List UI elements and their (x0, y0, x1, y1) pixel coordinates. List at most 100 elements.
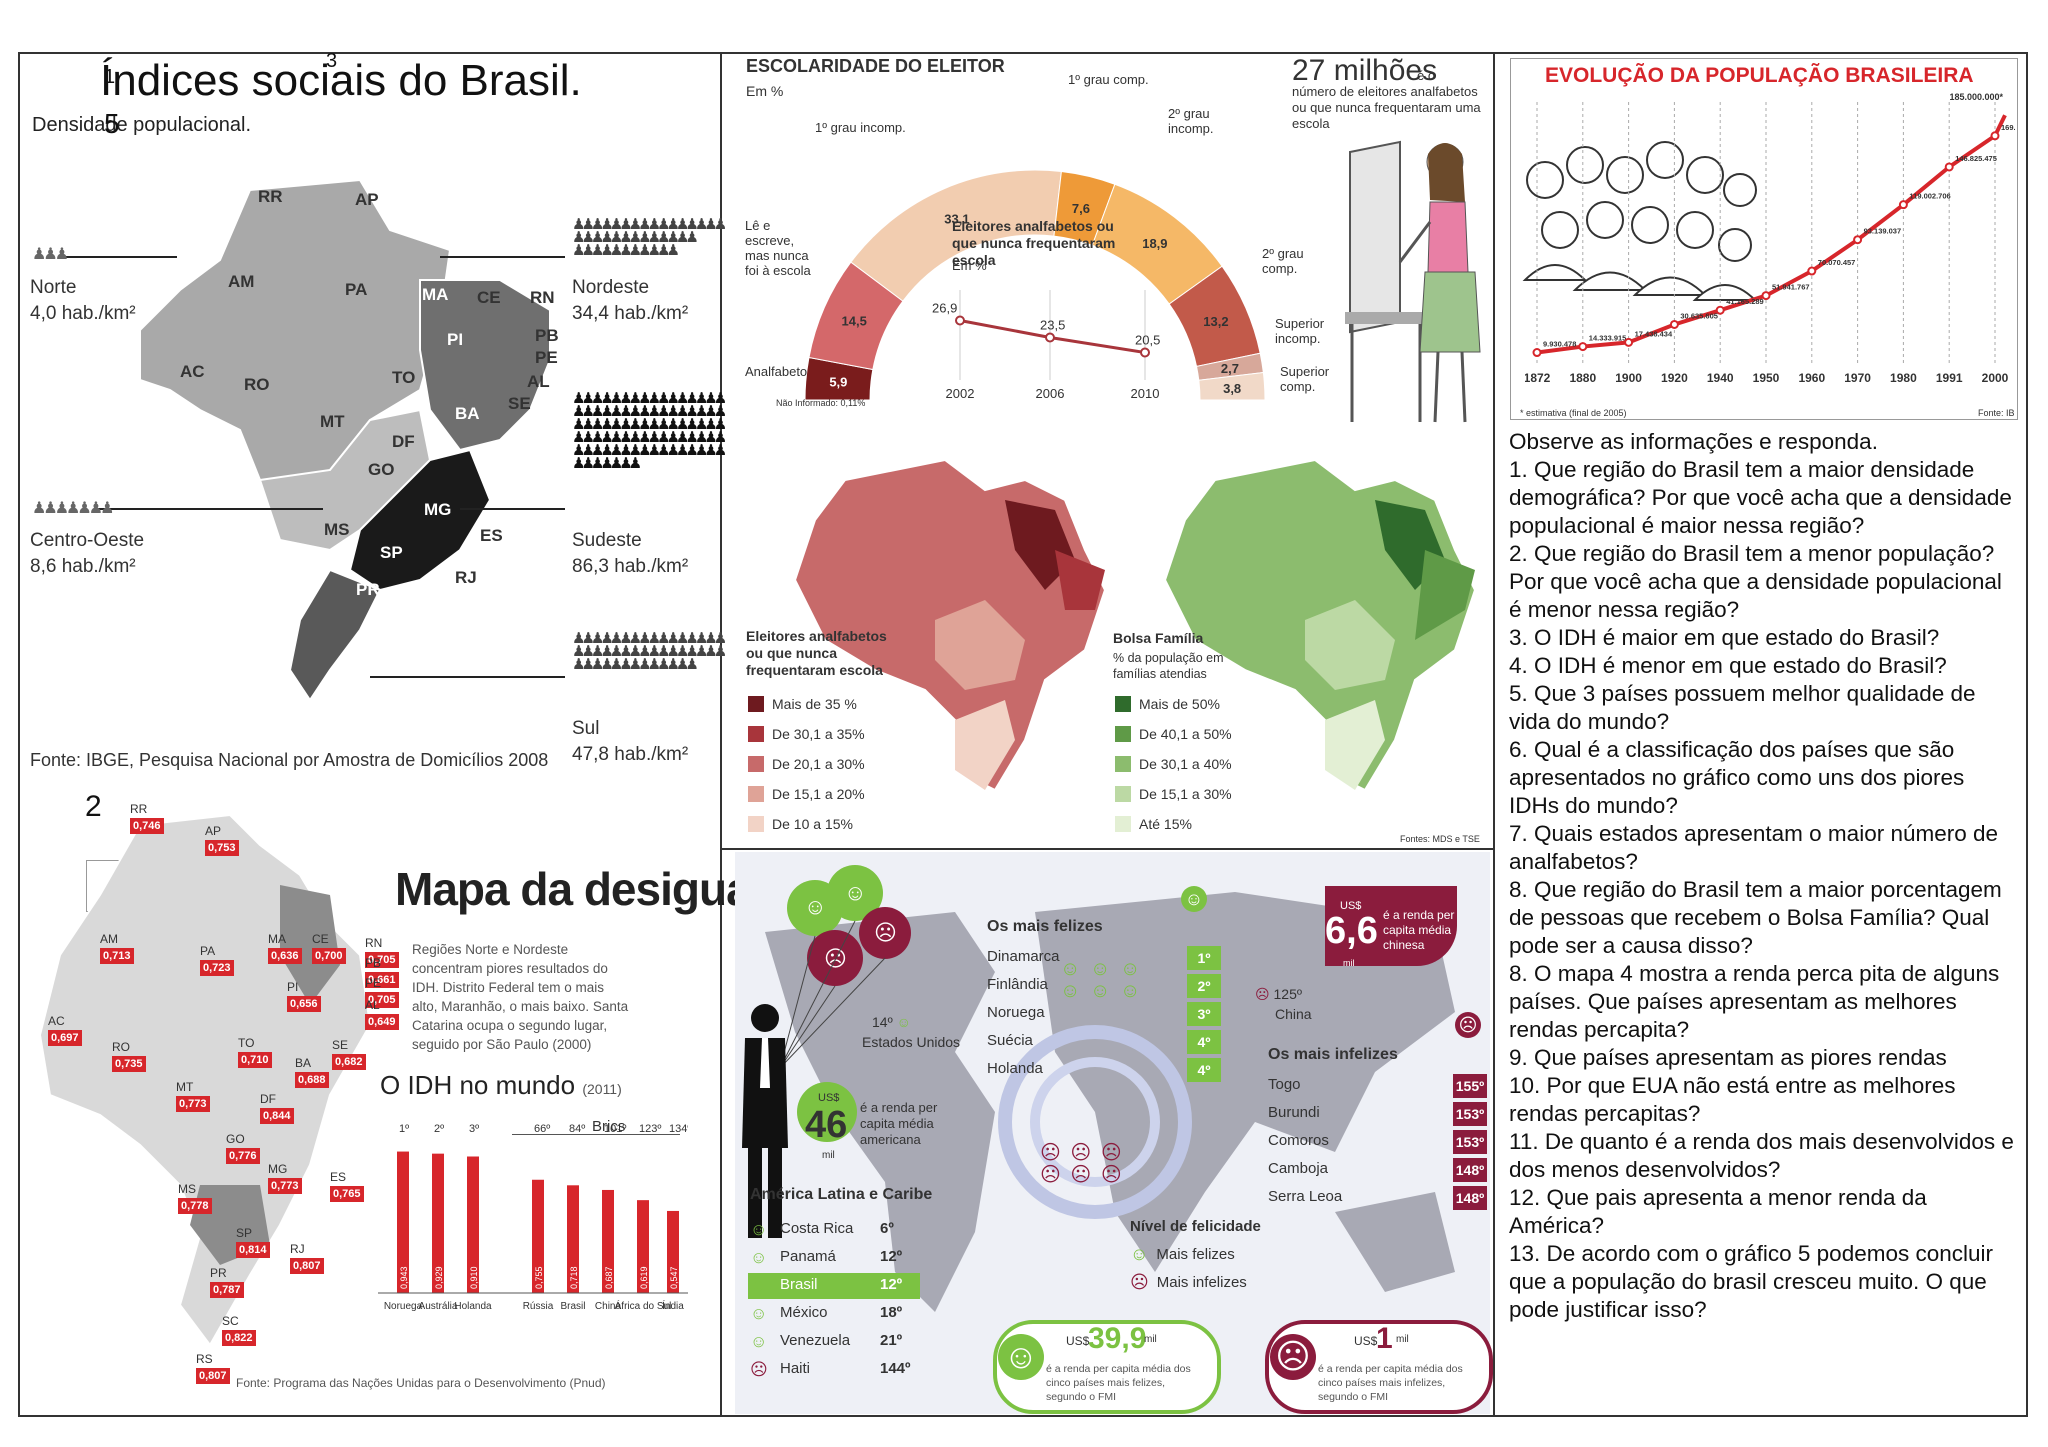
happiest-rank-3: 4º (1187, 1030, 1221, 1054)
region-label-centro-oeste: Centro-Oeste 8,6 hab./km² (30, 530, 145, 577)
state-pb: PB (535, 326, 559, 345)
idh-value-go: 0,776 (226, 1148, 260, 1164)
bolsa-legend-item-label-1: De 40,1 a 50% (1139, 726, 1232, 742)
panel-number-2: 2 (85, 790, 102, 823)
question-3: 4. O IDH é menor em que estado do Brasil… (1509, 653, 1947, 678)
question-2: 3. O IDH é maior em que estado do Brasil… (1509, 625, 1940, 650)
idh-rank-0: 1º (399, 1123, 409, 1135)
idh-bar-2 (467, 1156, 479, 1293)
latam-title: América Latina e Caribe (750, 1186, 933, 1203)
pop-value-5: 51.941.767 (1772, 283, 1810, 292)
arc-value-6: 2,7 (1221, 361, 1239, 376)
voter-line-x-0: 2002 (946, 386, 975, 400)
illiteracy-legend-item-label-1: De 30,1 a 35% (772, 726, 865, 742)
illiteracy-legend-item-label-0: Mais de 35 % (772, 696, 857, 712)
idh-state-se: SE (332, 1038, 349, 1052)
region-label-sul: Sul 47,8 hab./km² (572, 718, 689, 765)
illiteracy-map (793, 458, 1107, 792)
bolsa-legend-item-swatch-3 (1115, 786, 1131, 802)
bolsa-familia-map (1163, 458, 1477, 792)
happiest-country-1: Finlândia (987, 976, 1048, 993)
pop-series-line (1536, 114, 2007, 355)
state-al: AL (527, 372, 550, 391)
idh-rank-2: 3º (469, 1123, 479, 1135)
idh-rank-7: 134º (669, 1123, 688, 1135)
state-ma: MA (422, 285, 449, 304)
idh-value-label-1: 0,929 (434, 1266, 444, 1289)
page-title: Índices sociais do Brasil. (100, 56, 582, 105)
people-icons-nordeste: ♟♟♟♟♟♟♟♟♟♟♟♟♟♟♟♟ ♟♟♟♟♟♟♟♟♟♟♟♟♟ ♟♟♟♟♟♟♟♟♟♟♟ (572, 216, 727, 259)
idh-state-pe: PE (365, 976, 382, 990)
voter-line-label-2: 20,5 (1135, 333, 1160, 348)
pop-x-9: 1991 (1936, 371, 1963, 384)
unhappiest-country-1: Burundi (1268, 1104, 1320, 1121)
people-icons-centro-oeste: ♟♟♟♟♟♟♟ (32, 500, 114, 517)
unhappiest-rank-0: 155º (1453, 1074, 1487, 1098)
idh-state-pb: PB (365, 956, 382, 970)
bolsa-legend-item-label-3: De 15,1 a 30% (1139, 786, 1232, 802)
arc-value-1: 14,5 (842, 313, 867, 328)
bolsa-legend-item-label-0: Mais de 50% (1139, 696, 1220, 712)
voter-education-arc: 5,9 14,5 33,1 7,6 18,9 13,2 2,7 3,8 (804, 169, 1266, 400)
state-ac: AC (180, 362, 205, 381)
bolsa-legend-item-swatch-1 (1115, 726, 1131, 742)
latam-country-1: Panamá (780, 1248, 836, 1265)
pop-point-2 (1624, 337, 1634, 347)
latam-rank-5: 144º (880, 1360, 911, 1377)
idh-bar-5 (602, 1189, 614, 1293)
unhappiest-country-0: Togo (1268, 1076, 1301, 1093)
idh-value-ce: 0,700 (312, 948, 346, 964)
state-pi: PI (447, 330, 464, 349)
idh-bar-1 (432, 1153, 444, 1293)
question-7: 8. Que região do Brasil tem a maior porc… (1509, 877, 2002, 958)
illiteracy-legend-item-swatch-3 (748, 786, 764, 802)
pop-value-9: 146.825.475 (1955, 154, 1997, 163)
state-es: ES (480, 526, 503, 545)
bolsa-legend-sub: % da população em famílias atendias (1113, 651, 1224, 681)
population-chart-title: EVOLUÇÃO DA POPULAÇÃO BRASILEIRA (1545, 64, 1974, 87)
pop-x-8: 1980 (1890, 371, 1917, 384)
voter-line-label-1: 23,5 (1040, 318, 1065, 333)
bolsa-legend-title: Bolsa Família (1113, 630, 1204, 646)
legend-unhappy: ☹ Mais infelizes (1130, 1272, 1247, 1292)
pop-point-4 (1715, 305, 1725, 315)
arc-value-4: 18,9 (1142, 236, 1167, 251)
unhappy-income-currency: US$ (1354, 1334, 1378, 1348)
state-ap: AP (355, 190, 379, 209)
idh-value-label-5: 0,687 (604, 1266, 614, 1289)
unhappy-income-unit: mil (1396, 1334, 1409, 1345)
question-0: 1. Que região do Brasil tem a maior dens… (1509, 457, 2012, 538)
panel-number-1b: 1 (104, 66, 116, 88)
balloon-man-illustration: ☺ ☺ ☹ ☹ (742, 865, 911, 1238)
unhappy-income-icon: ☹ (1270, 1334, 1316, 1380)
state-pr: PR (356, 580, 380, 599)
happy-income-currency: US$ (1066, 1334, 1090, 1348)
idh-value-se: 0,682 (332, 1054, 366, 1070)
happiest-country-4: Holanda (987, 1060, 1043, 1077)
idh-value-rj: 0,807 (290, 1258, 324, 1274)
bolsa-legend-item-swatch-0 (1115, 696, 1131, 712)
bolsa-legend-item-1: De 40,1 a 50% (1115, 726, 1232, 742)
idh-rank-6: 123º (639, 1123, 661, 1135)
idh-value-mg: 0,773 (268, 1178, 302, 1194)
china-currency: US$ (1340, 900, 1362, 912)
idh-value-ac: 0,697 (48, 1030, 82, 1046)
illiteracy-legend-item-swatch-4 (748, 816, 764, 832)
voter-line-point-1 (1045, 332, 1055, 343)
usa-rank: 14º ☺ (872, 1014, 911, 1030)
pop-value-4: 41.165.289 (1726, 297, 1764, 306)
leader-line-nordeste (440, 256, 565, 258)
state-pe: PE (535, 348, 558, 367)
questions-intro: Observe as informações e responda. (1509, 429, 1878, 454)
idh-value-ba: 0,688 (295, 1072, 329, 1088)
idh-state-am: AM (100, 932, 118, 946)
idh-value-label-3: 0,755 (534, 1266, 544, 1289)
big-number: 27 milhões (1292, 54, 1438, 87)
idh-value-ap: 0,753 (205, 840, 239, 856)
label-analfabeto: Analfabeto (745, 364, 808, 379)
idh-rank-1: 2º (434, 1123, 444, 1135)
state-rj: RJ (455, 568, 477, 587)
idh-value-label-6: 0,619 (639, 1266, 649, 1289)
pop-point-0 (1532, 348, 1542, 358)
pop-value-6: 70.070.457 (1818, 258, 1856, 267)
